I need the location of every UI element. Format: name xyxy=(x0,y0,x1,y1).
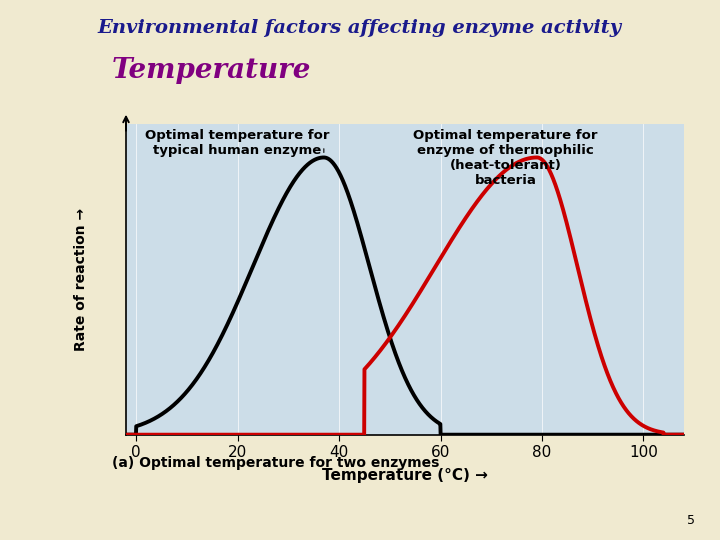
Text: 5: 5 xyxy=(687,514,695,526)
Text: Optimal temperature for
typical human enzyme: Optimal temperature for typical human en… xyxy=(145,129,330,157)
Text: Optimal temperature for
enzyme of thermophilic
(heat-tolerant)
bacteria: Optimal temperature for enzyme of thermo… xyxy=(413,129,598,187)
Text: (a) Optimal temperature for two enzymes: (a) Optimal temperature for two enzymes xyxy=(112,456,439,470)
Text: Temperature: Temperature xyxy=(112,57,311,84)
X-axis label: Temperature (°C) →: Temperature (°C) → xyxy=(322,468,488,483)
Text: Rate of reaction →: Rate of reaction → xyxy=(74,208,89,351)
Text: Environmental factors affecting enzyme activity: Environmental factors affecting enzyme a… xyxy=(98,19,622,37)
